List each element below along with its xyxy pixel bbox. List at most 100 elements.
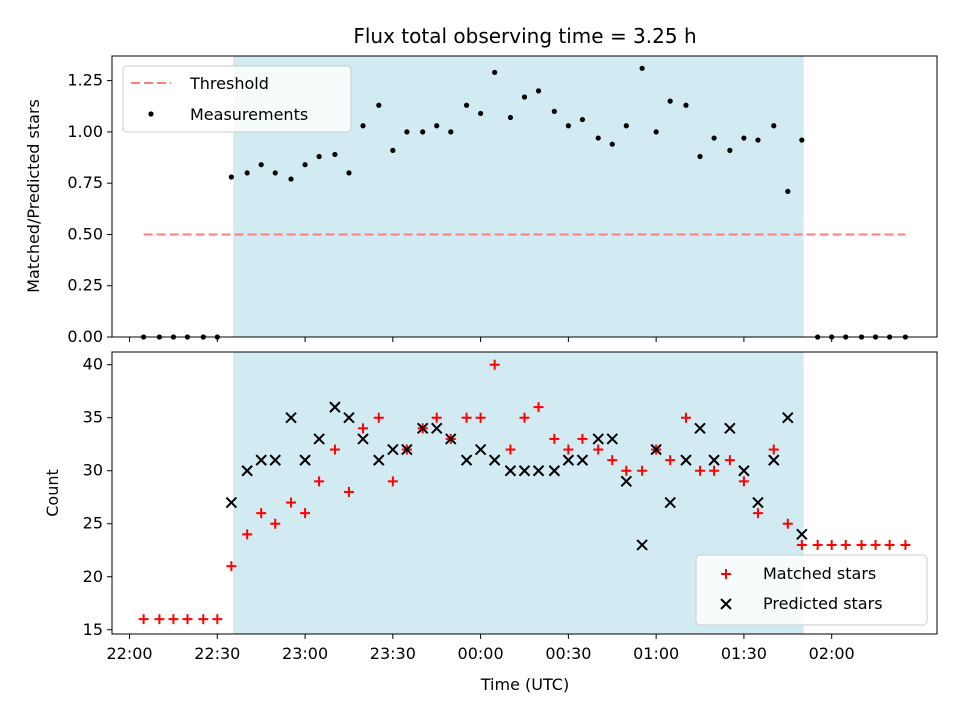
matched-star-point [870, 539, 881, 550]
predicted-star-point [401, 443, 413, 456]
matched-star-point [431, 412, 442, 423]
measurement-point [272, 170, 278, 176]
measurement-point [258, 162, 264, 168]
predicted-star-point-b [401, 443, 413, 456]
predicted-star-point [664, 496, 676, 509]
legend-measurement-label: Measurements [190, 105, 308, 124]
predicted-star-point [225, 496, 238, 509]
bottom-x-tick-label: 02:00 [809, 644, 855, 663]
predicted-star-point [548, 465, 561, 477]
predicted-star-point [241, 465, 253, 477]
predicted-star-point [680, 454, 692, 466]
measurement-point [420, 129, 426, 135]
predicted-star-point-b [562, 454, 575, 466]
predicted-star-point [343, 412, 355, 424]
predicted-star-point-b [329, 401, 341, 413]
bottom-y-tick-label: 35 [83, 408, 103, 427]
matched-star-point [270, 518, 281, 529]
predicted-star-point-b [285, 412, 297, 424]
predicted-star-point [387, 443, 399, 456]
legend-matched-label: Matched stars [763, 564, 876, 583]
bottom-y-tick-label: 15 [83, 620, 103, 639]
matched-star-point [256, 508, 267, 519]
measurement-point [302, 162, 308, 168]
matched-star-point [724, 455, 735, 466]
measurement-point [579, 116, 586, 123]
top-y-tick-label: 0.25 [67, 276, 103, 295]
measurement-point [288, 176, 294, 182]
matched-star-point [519, 412, 530, 423]
measurement-point [639, 65, 645, 71]
predicted-star-point-b [255, 454, 267, 466]
measurement-point [697, 153, 703, 160]
matched-star-point [475, 412, 486, 423]
predicted-star-point [768, 454, 780, 466]
predicted-star-point [738, 465, 750, 477]
measurement-point [346, 170, 352, 176]
top-legend: Threshold Measurements [122, 65, 352, 133]
matched-star-point [226, 561, 237, 572]
matched-star-point [286, 497, 297, 508]
predicted-star-point [504, 465, 517, 477]
predicted-star-point [724, 422, 736, 435]
measurement-point [492, 69, 498, 76]
measurement-point [360, 123, 366, 129]
matched-star-point [138, 614, 149, 625]
bottom-legend-box [695, 554, 928, 626]
predicted-star-point [782, 412, 794, 424]
predicted-star-point [518, 465, 531, 477]
bottom-y-tick-label: 30 [83, 461, 103, 480]
legend-predicted-label: Predicted stars [763, 594, 883, 613]
matched-star-point [373, 412, 384, 423]
predicted-star-point-b [796, 528, 808, 541]
measurement-point [653, 129, 659, 135]
matched-star-point [549, 433, 560, 444]
predicted-star-point-b [474, 443, 487, 456]
measurement-point [390, 147, 396, 153]
predicted-star-point-b [504, 465, 517, 477]
top-y-tick-label: 0.00 [67, 327, 103, 346]
matched-star-point [358, 423, 369, 434]
measurement-point [228, 174, 234, 180]
matched-star-point [593, 444, 604, 455]
top-frame [111, 55, 938, 338]
top-y-tick-label: 0.75 [67, 173, 103, 192]
matched-star-point [577, 433, 588, 444]
predicted-star-point-b [313, 433, 325, 445]
predicted-star-point-b [782, 412, 794, 424]
matched-star-point [329, 444, 340, 455]
bottom-x-tick-label: 00:30 [545, 644, 591, 663]
measurement-point [595, 135, 601, 141]
matched-star-point [505, 444, 516, 455]
measurement-point [478, 110, 484, 117]
measurement-point [565, 123, 571, 129]
bottom-y-tick-label: 25 [83, 514, 103, 533]
predicted-star-point [708, 454, 720, 466]
predicted-star-point-b [650, 443, 662, 456]
predicted-star-point-b [299, 454, 311, 466]
predicted-star-point-b [225, 496, 238, 509]
predicted-star-point [620, 475, 633, 488]
legend-predicted-swatch [720, 598, 732, 610]
measurement-point [332, 151, 338, 158]
bottom-x-tick-label: 23:00 [282, 644, 328, 663]
predicted-star-point [474, 443, 487, 456]
measurement-point [741, 135, 747, 141]
bottom-x-tick-label: 00:00 [458, 644, 504, 663]
predicted-star-point [576, 454, 589, 466]
predicted-star-point [357, 433, 369, 445]
bottom-x-tick-label: 01:30 [721, 644, 767, 663]
predicted-star-point-b [606, 433, 618, 445]
bottom-x-tick-label: 23:30 [370, 644, 416, 663]
matched-star-point [607, 455, 618, 466]
legend-threshold-label: Threshold [189, 74, 269, 93]
matched-star-point [242, 529, 253, 540]
predicted-star-point [269, 454, 281, 466]
matched-star-point [900, 539, 911, 550]
matched-star-point [826, 539, 837, 550]
measurement-point [551, 108, 557, 114]
matched-star-point [695, 465, 706, 476]
predicted-star-point-b [387, 443, 399, 456]
predicted-star-point [373, 454, 385, 466]
predicted-star-point-b [636, 539, 648, 551]
